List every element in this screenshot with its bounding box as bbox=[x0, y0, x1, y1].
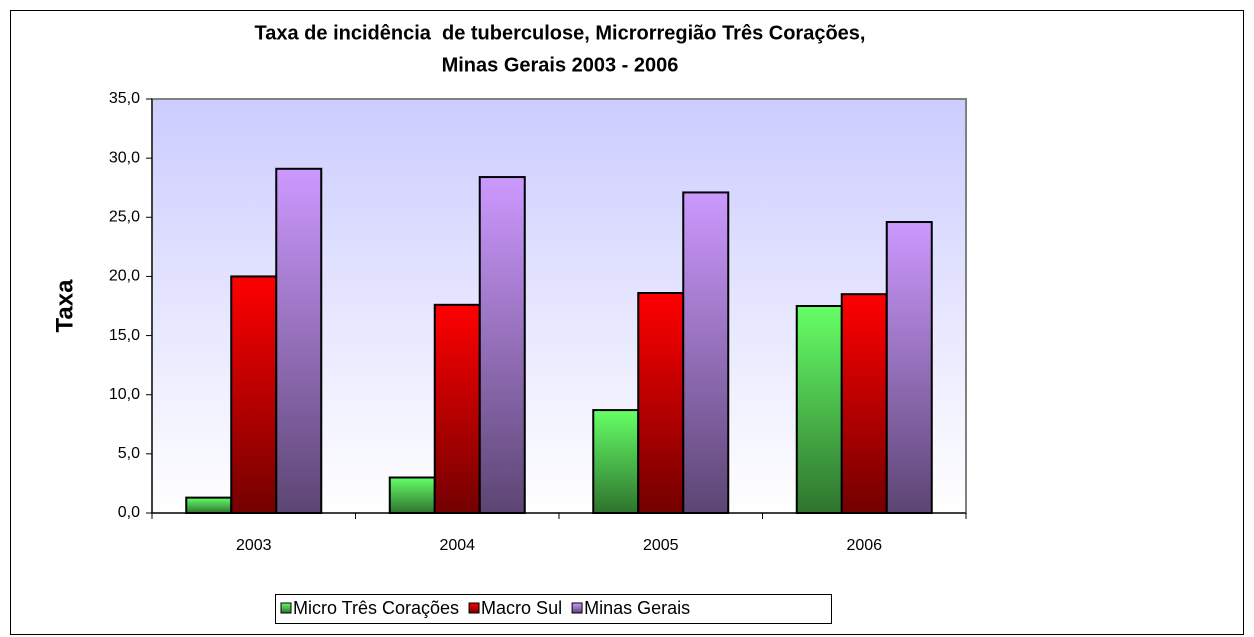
legend bbox=[275, 594, 832, 624]
x-tick-label: 2006 bbox=[846, 537, 882, 554]
y-tick-label: 35,0 bbox=[109, 90, 140, 107]
y-tick-label: 25,0 bbox=[109, 209, 140, 226]
legend-label: Minas Gerais bbox=[584, 598, 690, 618]
x-tick-label: 2004 bbox=[439, 537, 475, 554]
bar bbox=[592, 409, 640, 514]
bar bbox=[795, 305, 843, 514]
chart-title: Taxa de incidência de tuberculose, Micro… bbox=[255, 22, 866, 44]
legend-swatch bbox=[571, 602, 583, 614]
bar bbox=[230, 275, 278, 514]
legend-swatch bbox=[468, 602, 480, 614]
bar bbox=[275, 167, 323, 514]
bar bbox=[185, 496, 233, 515]
y-tick-label: 10,0 bbox=[109, 386, 140, 403]
bar bbox=[433, 303, 481, 514]
x-tick-label: 2003 bbox=[236, 537, 272, 554]
y-tick-label: 5,0 bbox=[118, 445, 140, 462]
bar bbox=[682, 191, 730, 514]
chart-title: Minas Gerais 2003 - 2006 bbox=[442, 54, 679, 76]
bar bbox=[885, 221, 933, 514]
y-axis-label: Taxa bbox=[51, 279, 78, 333]
legend-label: Macro Sul bbox=[481, 598, 562, 618]
y-tick-label: 15,0 bbox=[109, 327, 140, 344]
bar bbox=[478, 176, 526, 514]
bar bbox=[840, 293, 888, 514]
y-tick-label: 30,0 bbox=[109, 149, 140, 166]
bar bbox=[637, 291, 685, 515]
y-tick-label: 20,0 bbox=[109, 268, 140, 285]
bar bbox=[388, 476, 436, 514]
y-tick-label: 0,0 bbox=[118, 504, 140, 521]
legend-label: Micro Três Corações bbox=[293, 598, 459, 618]
x-tick-label: 2005 bbox=[643, 537, 679, 554]
legend-swatch bbox=[280, 602, 292, 614]
